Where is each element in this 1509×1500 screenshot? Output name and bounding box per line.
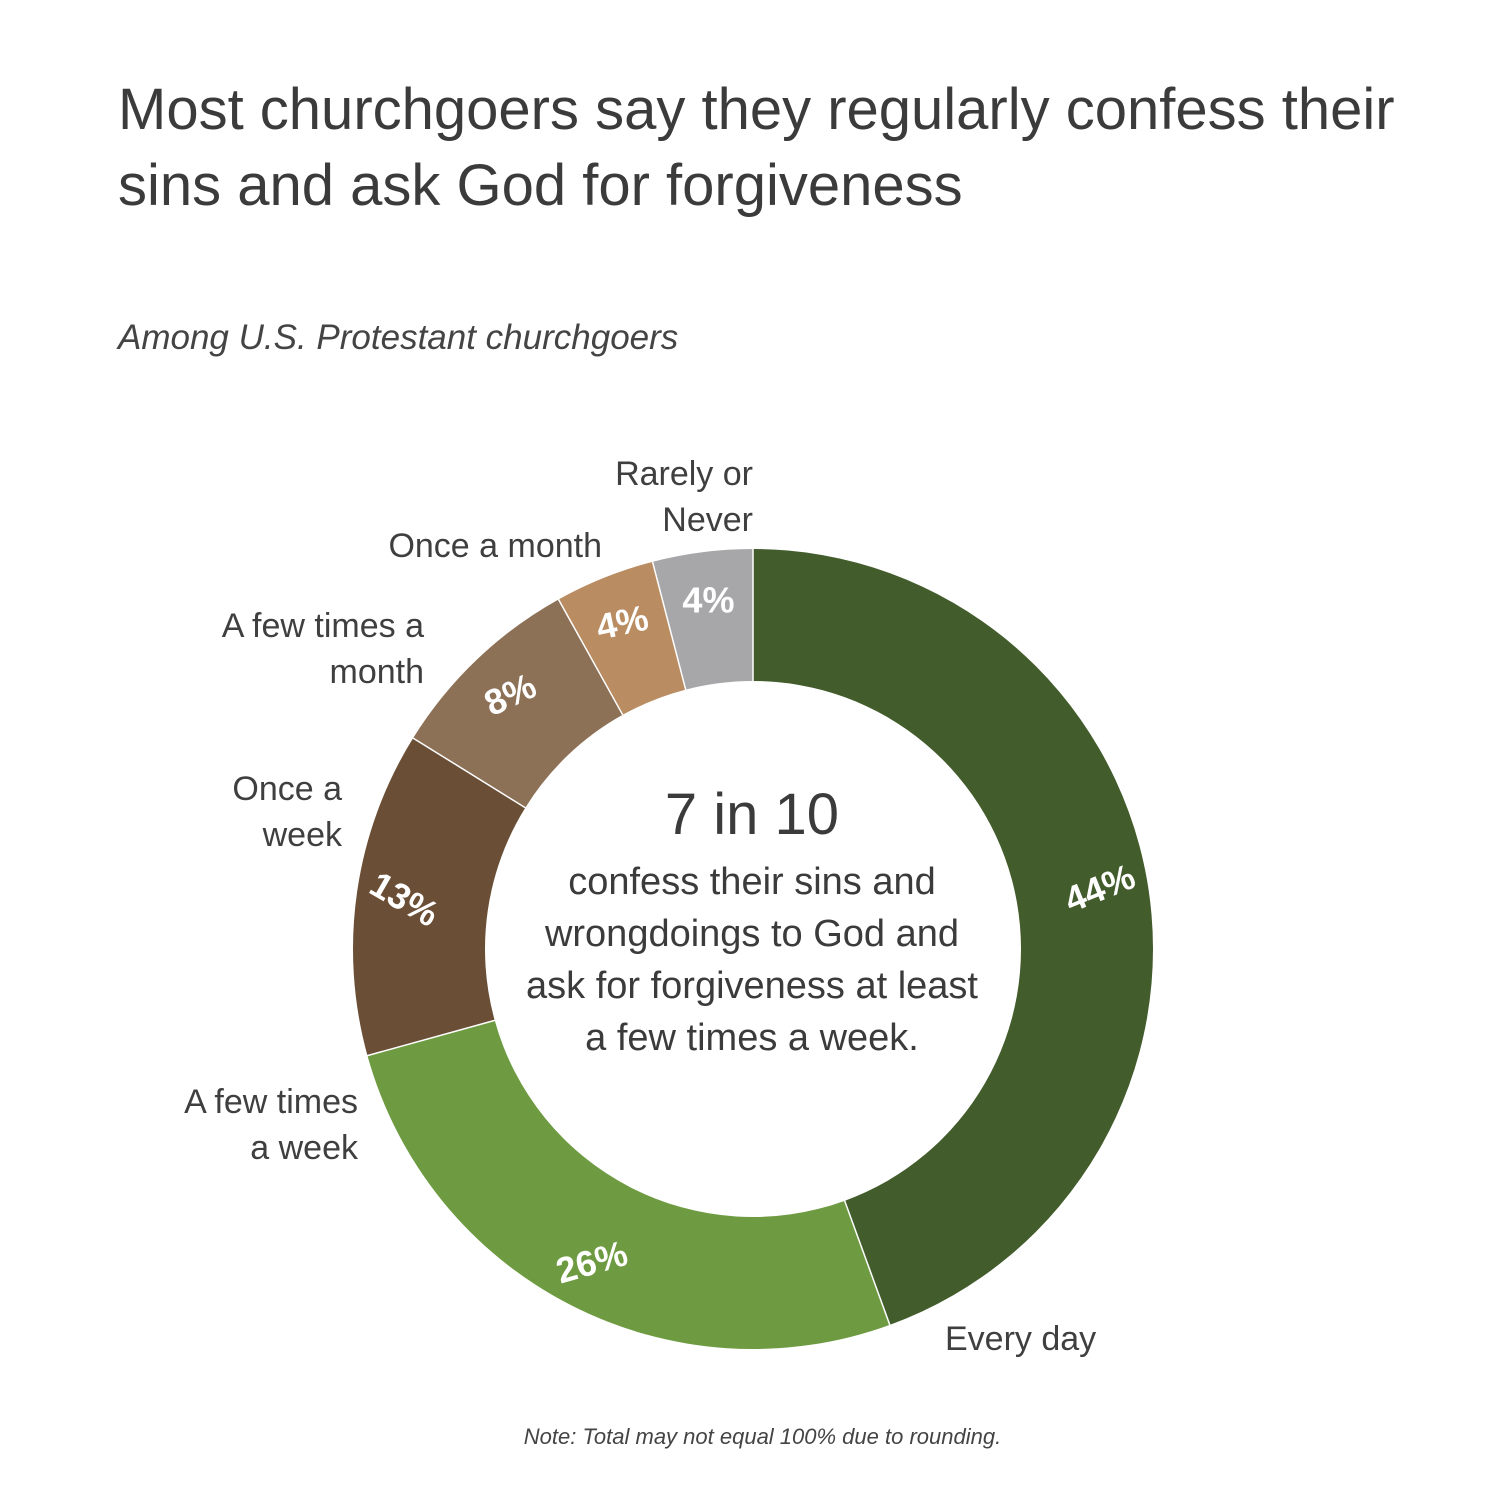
slice-once-month — [558, 561, 686, 715]
slice-few-times-week — [367, 1020, 890, 1349]
slice-separator — [651, 560, 687, 691]
slice-separator — [843, 1199, 891, 1327]
slice-separator — [411, 736, 527, 809]
center-callout: 7 in 10 confess their sins and wrongdoin… — [520, 780, 984, 1064]
slice-every-day — [753, 549, 1154, 1325]
slice-once-week — [353, 738, 526, 1056]
pct-label-rarely-never: 4% — [682, 579, 734, 620]
category-label-every-day: Every day — [945, 1320, 1096, 1358]
category-label-once-week: Once a week — [232, 770, 343, 854]
slice-rarely-never — [652, 549, 753, 690]
category-label-rarely-never: Rarely or Never — [615, 455, 753, 539]
chart-subtitle: Among U.S. Protestant churchgoers — [118, 318, 679, 357]
slice-few-times-month — [413, 599, 623, 808]
slice-separator — [366, 1019, 496, 1057]
footnote: Note: Total may not equal 100% due to ro… — [523, 1424, 1002, 1449]
category-label-once-month: Once a month — [388, 527, 602, 565]
category-label-few-times-week: A few times a week — [184, 1083, 359, 1167]
category-label-few-times-month: A few times a month — [222, 607, 424, 691]
slice-separator — [557, 598, 624, 717]
center-description: confess their sins and wrongdoings to Go… — [526, 861, 978, 1059]
chart-title: Most churchgoers say they regularly conf… — [118, 77, 1395, 218]
center-headline: 7 in 10 — [664, 782, 840, 847]
